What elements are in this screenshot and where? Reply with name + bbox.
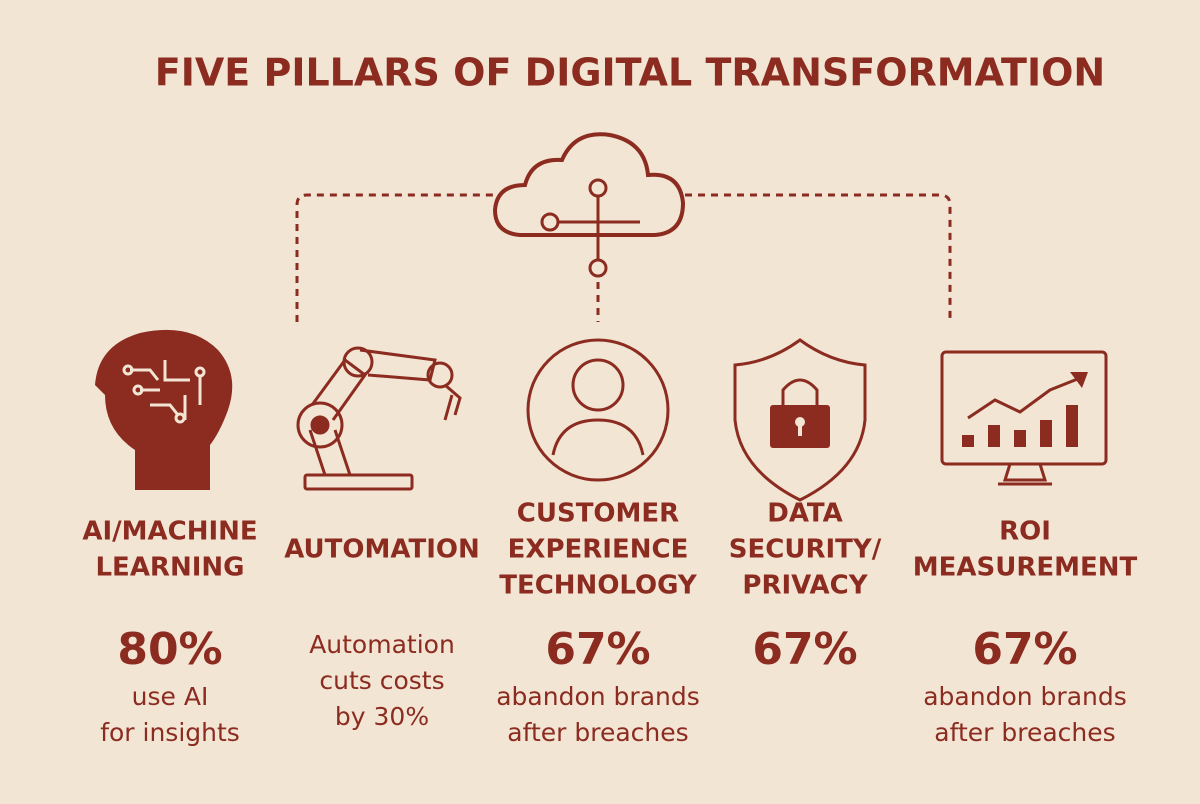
roi-icon <box>940 350 1108 486</box>
pillar-description: Automation <box>309 630 455 659</box>
pillar-description: after breaches <box>934 718 1115 747</box>
pillar-description: use AI <box>132 682 209 711</box>
pillar-stat: 67% <box>545 624 650 675</box>
pillar-label: SECURITY/ <box>729 535 882 565</box>
security-icon <box>733 338 867 502</box>
pillar-label: AI/MACHINE <box>82 517 257 547</box>
pillar-label: CUSTOMER <box>517 499 679 529</box>
pillar-description: by 30% <box>335 702 429 731</box>
pillar-description: for insights <box>100 718 240 747</box>
pillar-label: MEASUREMENT <box>913 553 1138 583</box>
pillar-label: PRIVACY <box>742 571 868 601</box>
connectors <box>295 193 952 322</box>
pillar-description: after breaches <box>507 718 688 747</box>
pillar-label: LEARNING <box>95 553 244 583</box>
automation-icon <box>296 346 462 491</box>
pillar-stat: 67% <box>972 624 1077 675</box>
pillar-description: abandon brands <box>496 682 700 711</box>
cloud-icon <box>492 132 686 278</box>
pillar-label: DATA <box>767 499 843 529</box>
customer-icon <box>526 338 670 482</box>
pillar-description: cuts costs <box>319 666 444 695</box>
pillar-description: abandon brands <box>923 682 1127 711</box>
ai-icon <box>95 329 233 490</box>
pillar-stat: 67% <box>752 624 857 675</box>
pillar-label: EXPERIENCE <box>508 535 689 565</box>
title: FIVE PILLARS OF DIGITAL TRANSFORMATION <box>155 51 1105 95</box>
pillar-label: TECHNOLOGY <box>499 571 698 601</box>
pillar-label: AUTOMATION <box>284 535 480 565</box>
pillar-stat: 80% <box>117 624 222 675</box>
pillar-label: ROI <box>999 517 1051 547</box>
